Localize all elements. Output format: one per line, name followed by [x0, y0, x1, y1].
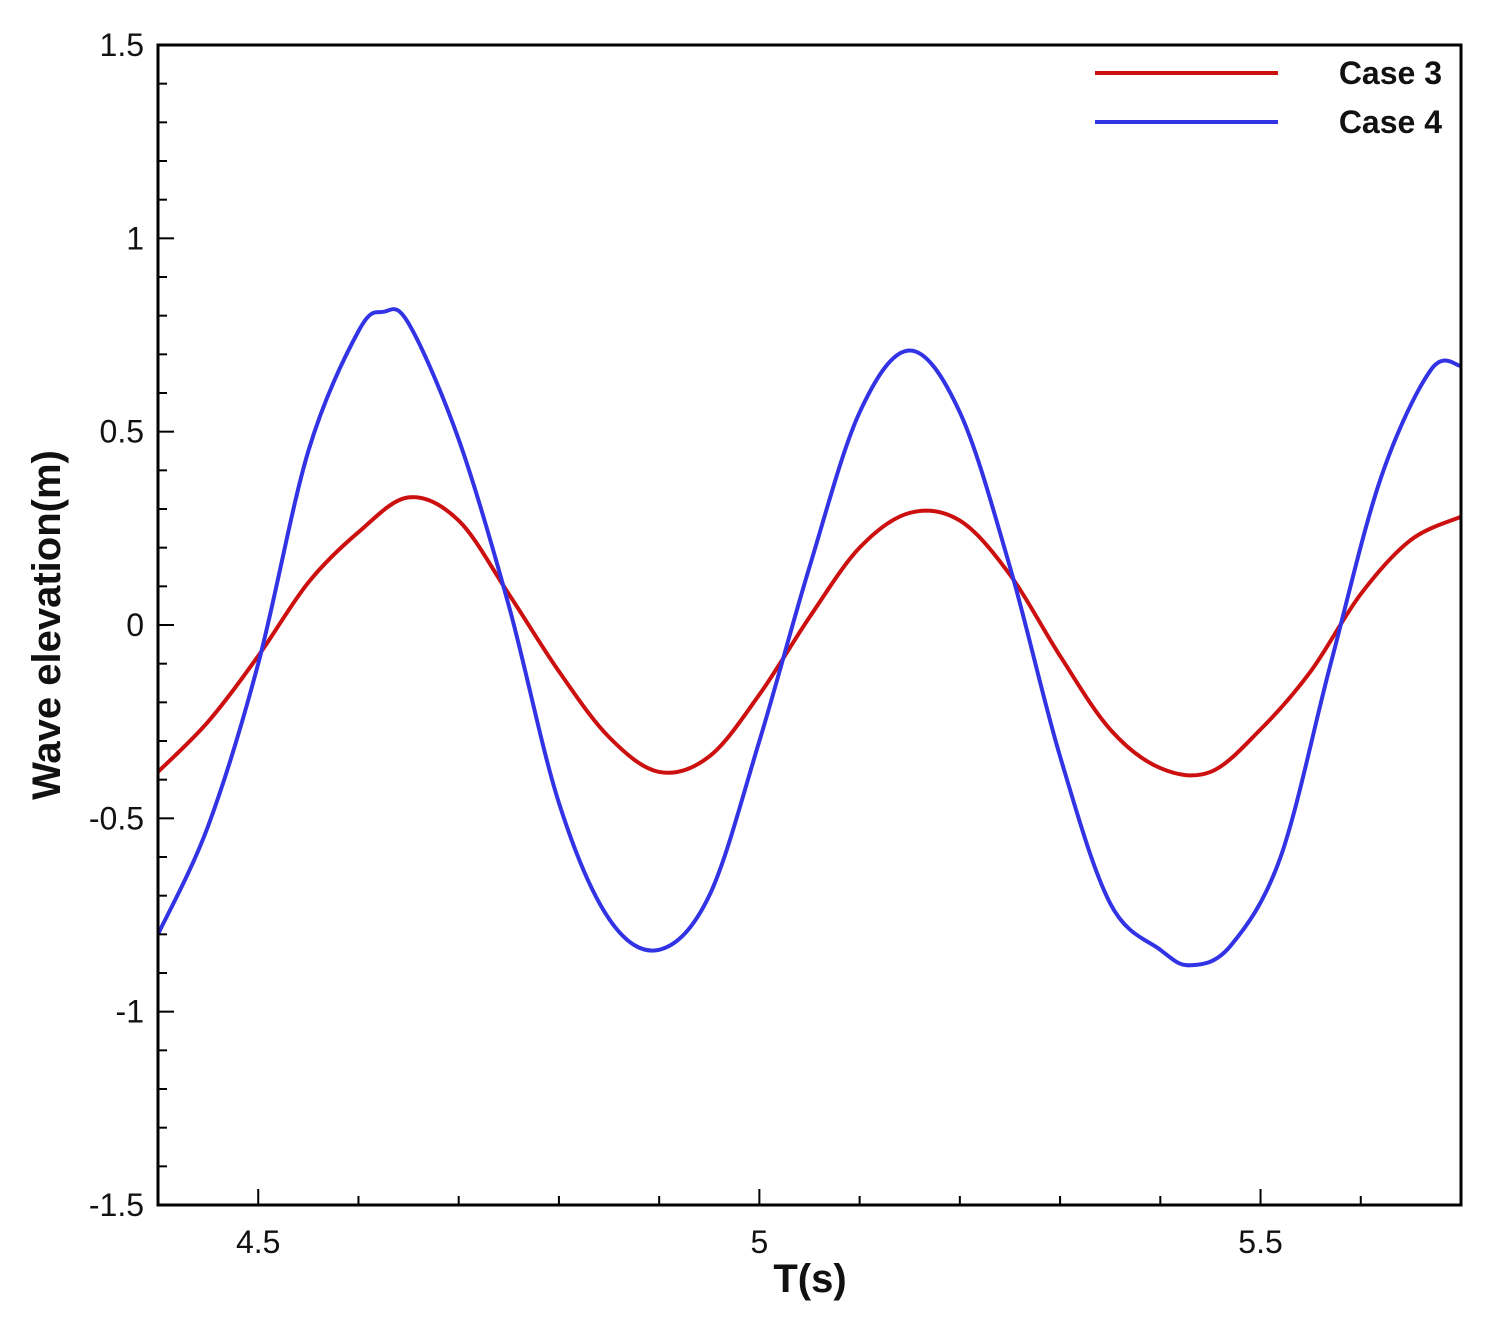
x-axis-title: T(s) — [773, 1257, 846, 1301]
series-layer — [156, 307, 1462, 968]
y-tick-label: 0.5 — [100, 414, 144, 450]
y-tick-label: -1 — [116, 994, 144, 1030]
x-tick-label: 5 — [750, 1224, 768, 1260]
legend: Case 3 Case 4 — [1095, 55, 1442, 140]
y-tick-label: 1 — [126, 220, 144, 256]
y-tick-label: -1.5 — [89, 1187, 144, 1223]
x-tick-label: 4.5 — [236, 1224, 280, 1260]
plot-frame — [156, 43, 1463, 1207]
series-line-case-3 — [156, 495, 1462, 778]
plot-area — [158, 45, 1461, 1205]
y-tick-label: 1.5 — [100, 27, 144, 63]
legend-label-case-3: Case 3 — [1339, 55, 1442, 91]
y-tick-label: 0 — [126, 607, 144, 643]
y-axis-title: Wave elevation(m) — [25, 450, 69, 800]
series-line-case-4 — [156, 307, 1462, 968]
tick-labels-layer: 4.5 5 5.5 -1.5 -1 -0.5 0 0.5 1 1.5 — [89, 27, 1283, 1260]
x-tick-label: 5.5 — [1238, 1224, 1282, 1260]
legend-label-case-4: Case 4 — [1339, 104, 1442, 140]
y-tick-label: -0.5 — [89, 800, 144, 836]
